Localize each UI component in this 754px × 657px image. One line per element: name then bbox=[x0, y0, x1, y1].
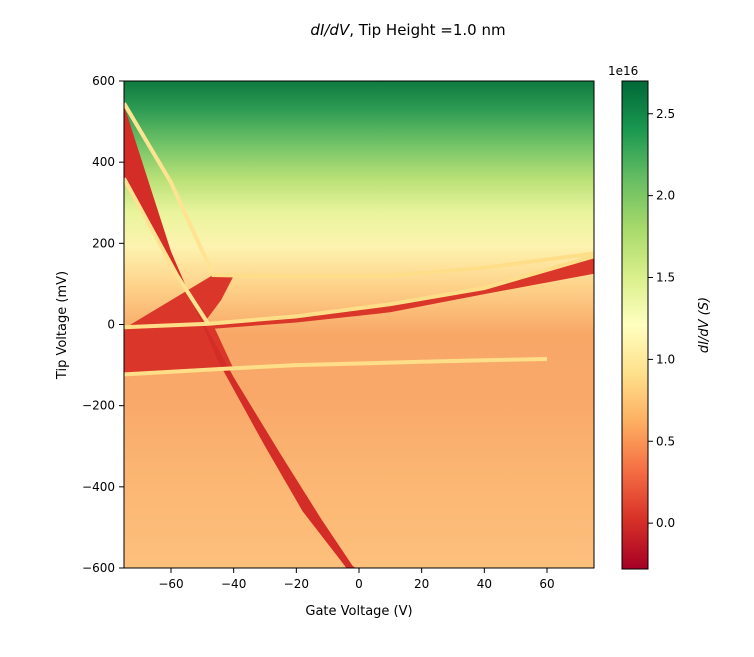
heatmap-band-0 bbox=[124, 257, 594, 374]
heatmap-edge-7 bbox=[124, 177, 211, 326]
heatmap-plot bbox=[123, 80, 595, 569]
colorbar-tick-label: 0.5 bbox=[656, 434, 675, 448]
x-axis-label: Gate Voltage (V) bbox=[305, 604, 412, 619]
colorbar-tick-label: 1.5 bbox=[656, 271, 675, 285]
colorbar-tick-label: 2.0 bbox=[656, 189, 675, 203]
x-tick-label: 60 bbox=[539, 577, 554, 591]
chart-title: dI/dV, Tip Height =1.0 nm bbox=[310, 21, 505, 39]
y-axis-ticks: 600 400 200 0 −200 −400 −600 bbox=[82, 74, 124, 575]
x-tick-label: −60 bbox=[158, 577, 183, 591]
heatmap-edge-5 bbox=[211, 251, 594, 279]
y-tick-label: 600 bbox=[92, 74, 115, 88]
x-tick-label: −20 bbox=[284, 577, 309, 591]
heatmap-edge-4 bbox=[124, 254, 594, 330]
heatmap-edge-6 bbox=[124, 102, 214, 273]
heatmap-features bbox=[124, 102, 594, 568]
colorbar-ticks: 0.0 0.5 1.0 1.5 2.0 2.5 bbox=[648, 107, 675, 530]
x-tick-label: 20 bbox=[414, 577, 429, 591]
y-tick-label: 200 bbox=[92, 236, 115, 250]
x-tick-label: −40 bbox=[221, 577, 246, 591]
x-tick-label: 0 bbox=[355, 577, 363, 591]
title-rest: , Tip Height =1.0 nm bbox=[349, 21, 505, 39]
colorbar-label: dI/dV (S) bbox=[697, 297, 712, 353]
y-tick-label: −200 bbox=[82, 399, 115, 413]
x-axis-ticks: −60 −40 −20 0 20 40 60 bbox=[158, 568, 555, 591]
colorbar-tick-label: 1.0 bbox=[656, 352, 675, 366]
colorbar-gradient bbox=[621, 80, 649, 570]
colorbar-label-text: dI/dV (S) bbox=[697, 297, 712, 353]
x-tick-label: 40 bbox=[477, 577, 492, 591]
y-axis-label: Tip Voltage (mV) bbox=[55, 271, 70, 380]
y-tick-label: 0 bbox=[107, 318, 115, 332]
colorbar-tick-label: 2.5 bbox=[656, 107, 675, 121]
colorbar-offset-text: 1e16 bbox=[608, 64, 638, 78]
colorbar-tick-label: 0.0 bbox=[656, 516, 675, 530]
heatmap-edge-3 bbox=[124, 357, 548, 377]
y-tick-label: −400 bbox=[82, 480, 115, 494]
colorbar: 0.0 0.5 1.0 1.5 2.0 2.5 1e16 dI/dV (S) bbox=[608, 64, 712, 570]
y-tick-label: 400 bbox=[92, 155, 115, 169]
y-tick-label: −600 bbox=[82, 561, 115, 575]
title-symbol: dI/dV bbox=[310, 21, 351, 39]
